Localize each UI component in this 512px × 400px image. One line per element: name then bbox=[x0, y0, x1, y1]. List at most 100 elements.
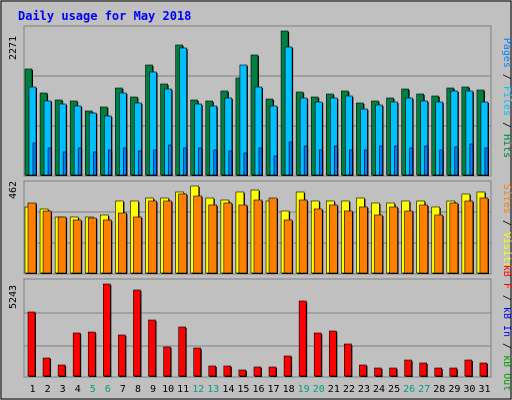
legend-pages: Pages bbox=[501, 38, 512, 68]
bar-sites-day-26 bbox=[404, 210, 413, 274]
bar-files-day-7 bbox=[119, 92, 127, 176]
bar-pages-day-2 bbox=[47, 147, 52, 176]
bar-pages-day-6 bbox=[108, 149, 112, 176]
bar-files-day-20 bbox=[314, 101, 323, 176]
bar-pages-day-19 bbox=[303, 145, 308, 176]
day-label-24: 24 bbox=[373, 384, 385, 395]
bar-pages-day-28 bbox=[439, 149, 444, 176]
bar-files-day-14 bbox=[224, 97, 233, 176]
bar-pages-day-21 bbox=[333, 145, 338, 176]
day-label-6: 6 bbox=[105, 384, 111, 395]
bar-files-day-9 bbox=[149, 71, 157, 176]
bar-sites-day-28 bbox=[434, 214, 444, 274]
bar-pages-day-16 bbox=[258, 147, 263, 176]
bar-pages-day-5 bbox=[92, 151, 97, 176]
bar-pages-day-11 bbox=[183, 147, 187, 176]
bar-files-day-21 bbox=[329, 97, 338, 176]
bar-kb-f-day-25 bbox=[389, 367, 397, 377]
bar-pages-day-30 bbox=[469, 143, 474, 176]
legend-mid: Sites / Visits bbox=[501, 184, 512, 268]
bar-pages-day-9 bbox=[153, 149, 157, 176]
bar-files-day-26 bbox=[405, 97, 413, 176]
bar-kb-f-day-11 bbox=[178, 326, 186, 377]
legend-kb-in: kB In bbox=[501, 307, 512, 337]
bar-kb-f-day-23 bbox=[359, 364, 367, 377]
day-label-11: 11 bbox=[177, 384, 189, 395]
bar-kb-f-day-28 bbox=[434, 367, 443, 377]
mid-tick-label: 462 bbox=[8, 181, 19, 199]
bar-files-day-15 bbox=[239, 64, 248, 176]
day-label-10: 10 bbox=[162, 384, 174, 395]
bar-files-day-6 bbox=[104, 115, 112, 176]
bar-kb-f-day-24 bbox=[374, 367, 382, 377]
bar-pages-day-20 bbox=[318, 149, 323, 176]
bar-kb-f-day-10 bbox=[163, 346, 171, 377]
bar-files-day-19 bbox=[299, 97, 308, 176]
day-label-7: 7 bbox=[120, 384, 126, 395]
bar-files-day-27 bbox=[420, 100, 428, 176]
bar-sites-day-9 bbox=[148, 200, 157, 274]
day-label-22: 22 bbox=[343, 384, 355, 395]
day-label-9: 9 bbox=[150, 384, 156, 395]
legend-sites: Sites bbox=[501, 184, 512, 214]
bar-kb-f-day-30 bbox=[464, 359, 473, 377]
chart-title: Daily usage for May 2018 bbox=[18, 9, 191, 23]
bar-pages-day-26 bbox=[409, 147, 413, 176]
bar-files-day-23 bbox=[360, 108, 368, 176]
bar-kb-f-day-21 bbox=[328, 330, 337, 377]
bar-sites-day-24 bbox=[374, 214, 383, 274]
bar-files-day-13 bbox=[209, 105, 218, 176]
bar-sites-day-8 bbox=[133, 216, 142, 274]
bar-pages-day-22 bbox=[349, 149, 353, 176]
day-label-4: 4 bbox=[75, 384, 81, 395]
bar-kb-f-day-3 bbox=[57, 364, 66, 377]
bars-mid-group bbox=[24, 185, 489, 274]
day-label-2: 2 bbox=[45, 384, 51, 395]
legend-top: Pages / Files / Hits bbox=[501, 38, 512, 158]
day-label-31: 31 bbox=[478, 384, 490, 395]
bar-pages-day-3 bbox=[62, 151, 67, 176]
bar-sites-day-4 bbox=[72, 219, 82, 274]
bar-files-day-10 bbox=[164, 88, 172, 176]
legend-hits: Hits bbox=[501, 134, 512, 158]
bar-sites-day-15 bbox=[238, 204, 248, 274]
legend-files: Files bbox=[501, 86, 512, 116]
day-label-30: 30 bbox=[463, 384, 475, 395]
bar-sites-day-20 bbox=[313, 208, 323, 274]
top-tick-label: 2271 bbox=[8, 36, 19, 60]
bar-kb-f-day-1 bbox=[27, 311, 36, 377]
panel-bot bbox=[23, 278, 492, 378]
bar-files-day-17 bbox=[269, 105, 278, 176]
bars-top-group bbox=[24, 30, 489, 176]
day-label-25: 25 bbox=[388, 384, 400, 395]
bar-sites-day-31 bbox=[479, 197, 489, 274]
bar-sites-day-11 bbox=[178, 193, 187, 274]
bar-files-day-22 bbox=[345, 95, 353, 176]
bar-sites-day-19 bbox=[298, 199, 308, 274]
bar-pages-day-12 bbox=[198, 147, 203, 176]
bar-files-day-5 bbox=[88, 112, 97, 176]
bar-sites-day-10 bbox=[163, 200, 172, 274]
bar-files-day-8 bbox=[134, 102, 142, 176]
bars-bot-group bbox=[27, 283, 488, 377]
bar-kb-f-day-29 bbox=[449, 367, 458, 377]
bar-pages-day-31 bbox=[484, 147, 489, 176]
bar-kb-f-day-27 bbox=[419, 362, 427, 377]
bar-files-day-29 bbox=[450, 90, 459, 176]
bar-pages-day-4 bbox=[77, 147, 82, 176]
day-label-13: 13 bbox=[207, 384, 219, 395]
bar-kb-f-day-8 bbox=[133, 289, 141, 377]
day-label-28: 28 bbox=[433, 384, 445, 395]
bar-kb-f-day-12 bbox=[193, 347, 202, 377]
day-label-14: 14 bbox=[222, 384, 234, 395]
bar-files-day-2 bbox=[43, 100, 52, 176]
bar-pages-day-1 bbox=[32, 142, 37, 176]
day-label-27: 27 bbox=[418, 384, 430, 395]
bar-sites-day-13 bbox=[208, 204, 218, 274]
bar-kb-f-day-26 bbox=[404, 359, 412, 377]
legend-kb-out: kB Out bbox=[501, 355, 512, 391]
bar-pages-day-8 bbox=[138, 150, 142, 176]
